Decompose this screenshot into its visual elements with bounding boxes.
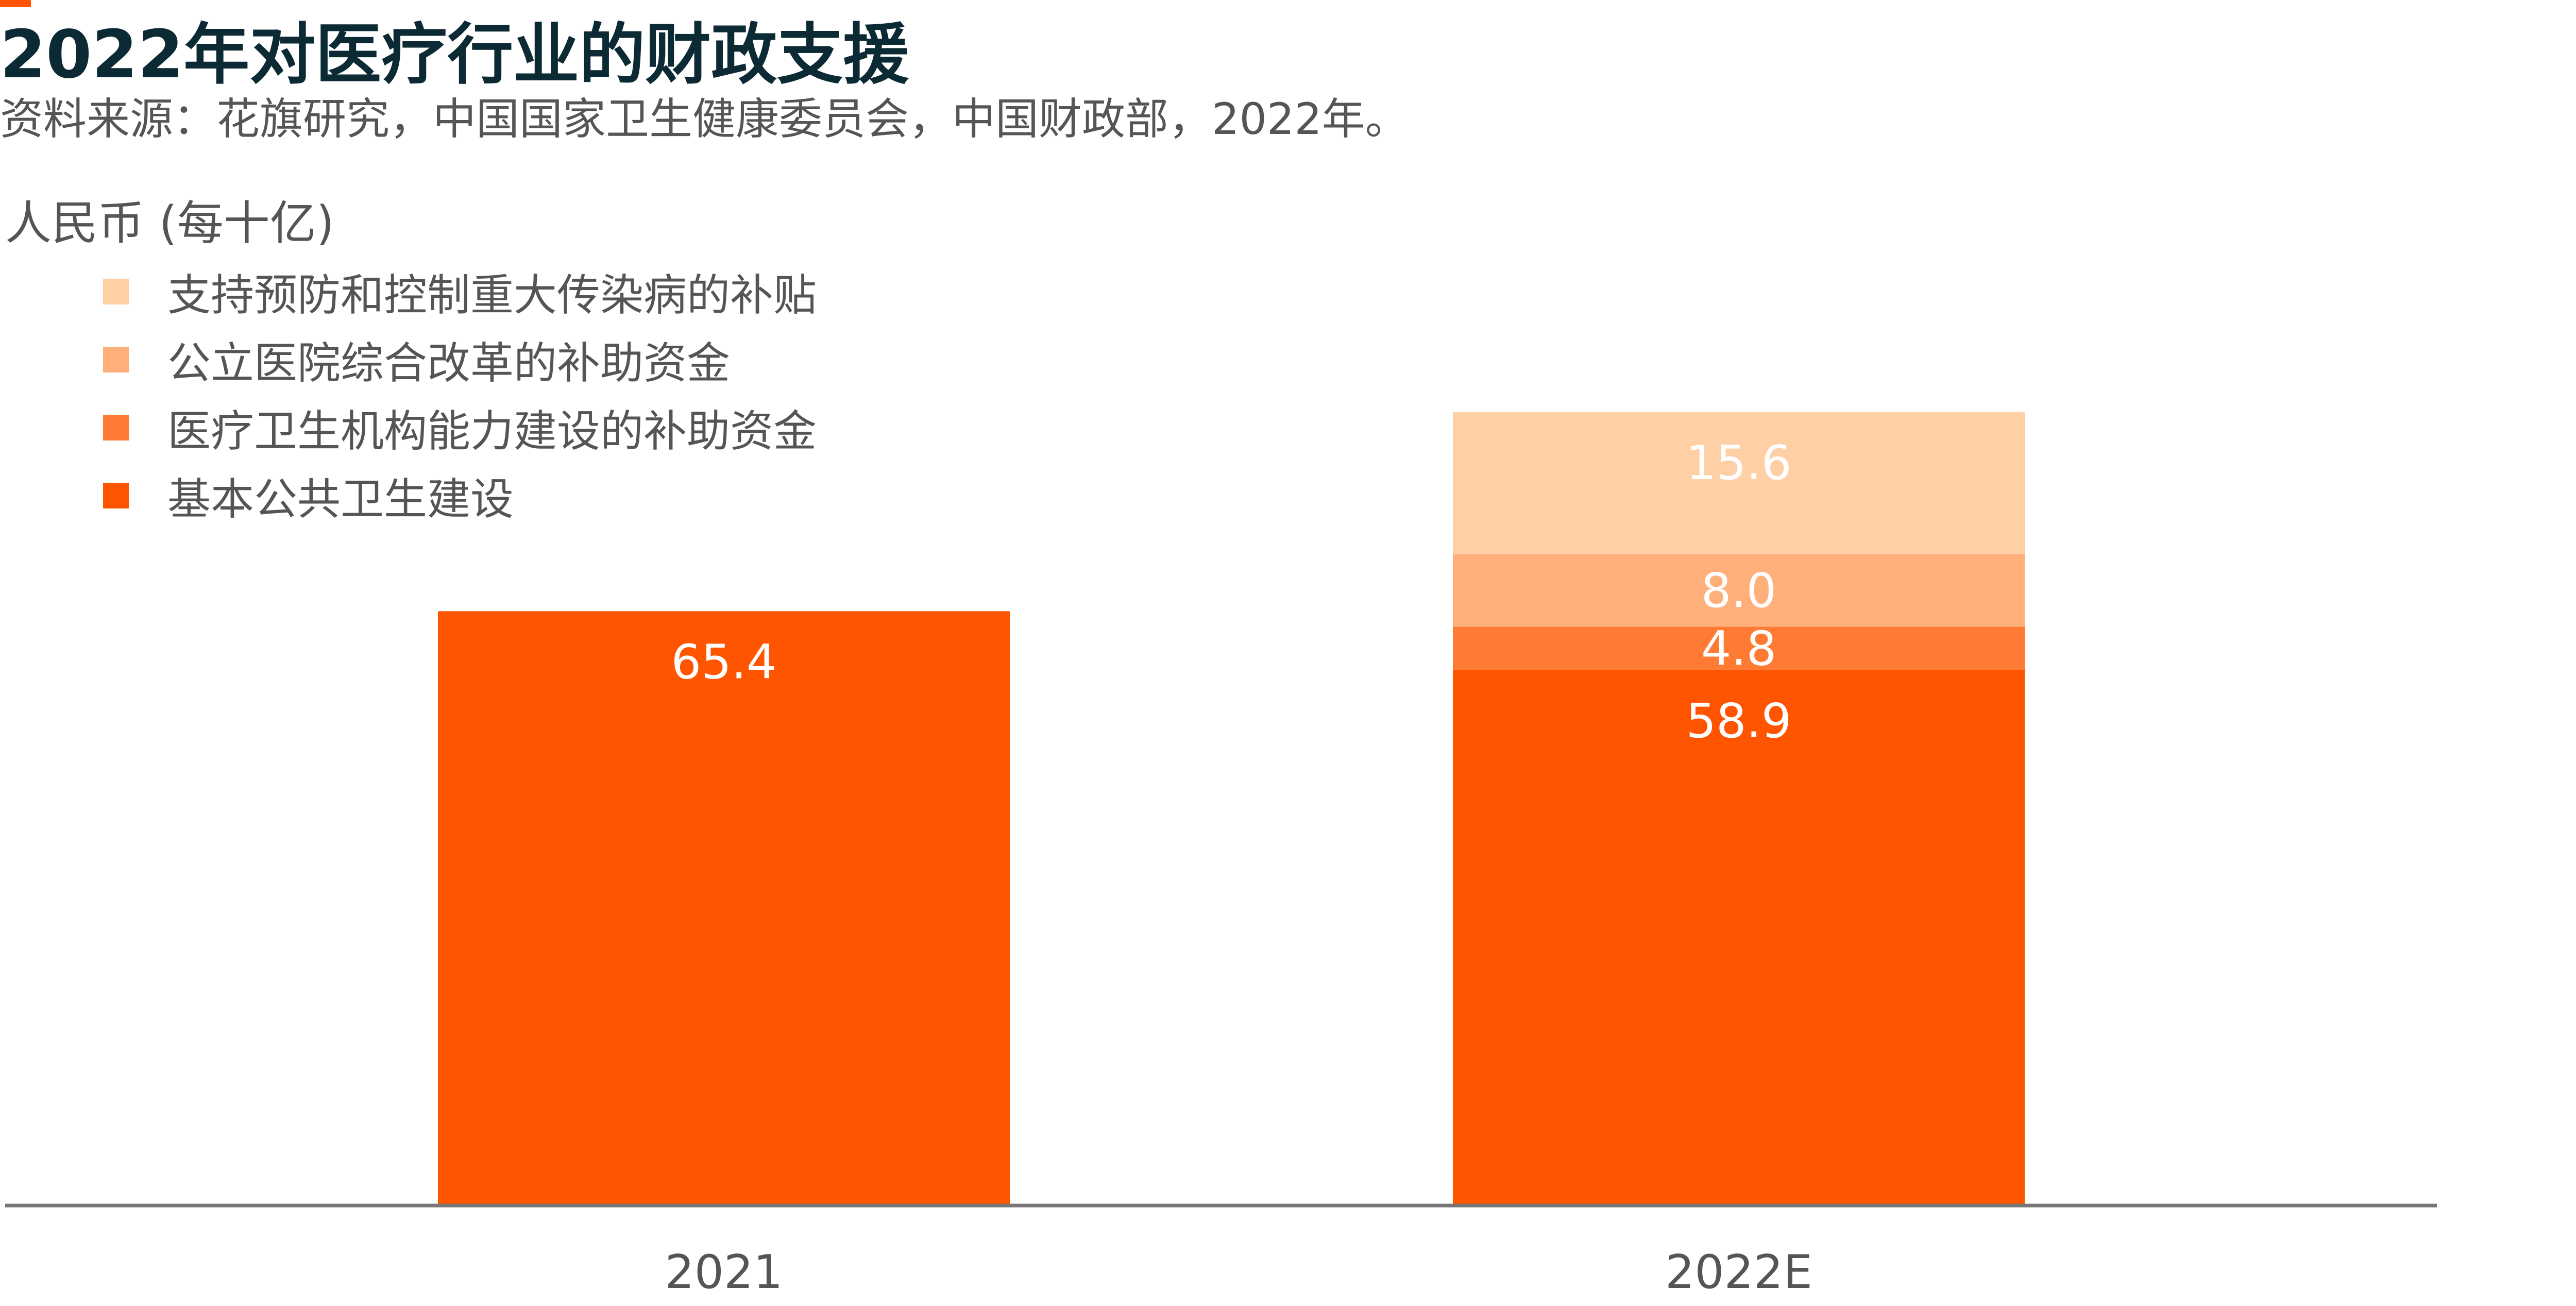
legend-label: 支持预防和控制重大传染病的补贴: [167, 269, 817, 320]
data-label: 58.9: [1686, 693, 1792, 749]
bar-segment: [1453, 554, 2025, 627]
legend-swatch: [103, 483, 129, 508]
accent-mark: [0, 0, 31, 7]
legend-swatch: [103, 279, 129, 304]
legend-swatch: [103, 347, 129, 372]
bar-segment: [1453, 412, 2025, 554]
legend: 支持预防和控制重大传染病的补贴 公立医院综合改革的补助资金 医疗卫生机构能力建设…: [103, 258, 817, 530]
x-tick-label: 2022E: [1665, 1245, 1812, 1299]
bar-segment: [438, 611, 1010, 1206]
data-label: 4.8: [1701, 621, 1776, 676]
data-label: 65.4: [671, 634, 777, 689]
legend-label: 公立医院综合改革的补助资金: [167, 337, 731, 388]
data-label: 15.6: [1686, 435, 1792, 490]
bar-segment: [1453, 626, 2025, 670]
legend-item-infectious-disease: 支持预防和控制重大传染病的补贴: [103, 258, 817, 326]
chart-title: 2022年对医疗行业的财政支援: [0, 16, 909, 93]
bar-segment: [1453, 670, 2025, 1206]
unit-label: 人民币 (每十亿): [5, 196, 334, 250]
legend-label: 医疗卫生机构能力建设的补助资金: [167, 405, 817, 456]
data-label: 8.0: [1701, 563, 1776, 618]
legend-item-hospital-reform: 公立医院综合改革的补助资金: [103, 326, 817, 394]
chart-source: 资料来源：花旗研究，中国国家卫生健康委员会，中国财政部，2022年。: [0, 94, 1409, 144]
x-tick-label: 2021: [665, 1245, 783, 1299]
legend-item-public-health: 基本公共卫生建设: [103, 462, 817, 530]
legend-label: 基本公共卫生建设: [167, 473, 514, 524]
legend-swatch: [103, 415, 129, 440]
legend-item-capacity-building: 医疗卫生机构能力建设的补助资金: [103, 394, 817, 462]
